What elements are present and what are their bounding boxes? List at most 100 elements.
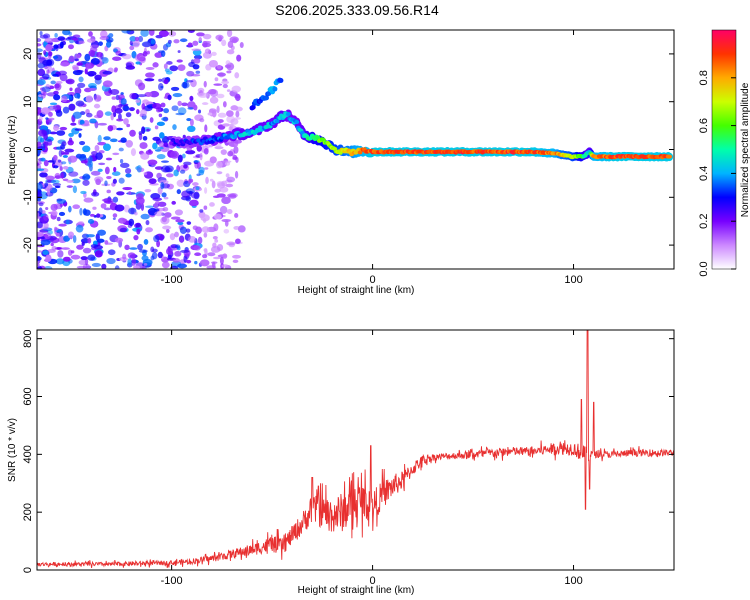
noise-blob bbox=[62, 256, 71, 262]
secondary-ridge-blob bbox=[278, 77, 284, 83]
noise-blob bbox=[194, 252, 202, 257]
noise-blob bbox=[43, 214, 49, 221]
noise-blob bbox=[50, 203, 58, 211]
noise-blob bbox=[45, 117, 49, 120]
noise-blob bbox=[60, 172, 64, 179]
noise-blob bbox=[54, 33, 58, 38]
noise-blob bbox=[123, 105, 130, 112]
noise-blob bbox=[186, 221, 192, 225]
noise-blob bbox=[233, 139, 242, 144]
noise-blob bbox=[140, 109, 148, 117]
noise-blob bbox=[65, 78, 75, 85]
noise-blob bbox=[185, 80, 194, 83]
noise-blob bbox=[46, 69, 50, 75]
noise-blob bbox=[37, 197, 42, 202]
noise-blob bbox=[104, 111, 112, 116]
noise-blob bbox=[97, 168, 103, 172]
noise-blob bbox=[214, 77, 219, 82]
noise-blob bbox=[227, 40, 234, 49]
noise-blob bbox=[119, 162, 130, 169]
noise-blob bbox=[49, 102, 58, 106]
noise-blob bbox=[141, 126, 146, 135]
noise-blob bbox=[79, 207, 83, 216]
noise-blob bbox=[216, 64, 222, 70]
noise-blob bbox=[122, 186, 133, 191]
noise-blob bbox=[98, 162, 106, 166]
noise-blob bbox=[196, 173, 201, 177]
noise-blob bbox=[91, 191, 100, 197]
noise-blob bbox=[235, 110, 240, 118]
noise-blob bbox=[160, 50, 166, 58]
noise-blob bbox=[204, 124, 208, 133]
noise-blob bbox=[232, 259, 239, 264]
noise-blob bbox=[174, 231, 179, 238]
noise-blob bbox=[233, 145, 239, 154]
noise-blob bbox=[81, 241, 85, 246]
noise-blob bbox=[129, 92, 137, 100]
noise-blob bbox=[37, 231, 45, 238]
noise-blob bbox=[49, 105, 54, 110]
noise-blob bbox=[78, 76, 84, 83]
noise-blob bbox=[154, 211, 164, 217]
noise-blob bbox=[155, 201, 160, 205]
noise-blob bbox=[138, 132, 143, 141]
noise-blob bbox=[194, 260, 198, 265]
noise-blob bbox=[102, 143, 111, 151]
noise-blob bbox=[196, 32, 205, 37]
noise-blob bbox=[60, 143, 66, 150]
noise-blob bbox=[212, 236, 218, 240]
noise-blob bbox=[47, 160, 55, 163]
noise-blob bbox=[172, 93, 183, 98]
noise-blob bbox=[112, 178, 117, 184]
noise-blob bbox=[235, 238, 241, 244]
noise-blob bbox=[114, 265, 120, 269]
noise-blob bbox=[61, 247, 70, 250]
noise-blob bbox=[58, 223, 67, 227]
noise-blob bbox=[94, 176, 104, 183]
noise-blob bbox=[114, 237, 124, 243]
spectrogram-xlabel: Height of straight line (km) bbox=[298, 285, 415, 296]
noise-blob bbox=[135, 222, 142, 228]
noise-blob bbox=[54, 226, 58, 232]
noise-blob bbox=[38, 129, 47, 137]
noise-blob bbox=[59, 203, 64, 208]
noise-blob bbox=[138, 35, 144, 43]
noise-blob bbox=[160, 182, 165, 190]
noise-blob bbox=[87, 71, 97, 77]
noise-blob bbox=[112, 56, 122, 61]
noise-blob bbox=[158, 30, 169, 37]
noise-blob bbox=[198, 166, 205, 174]
noise-blob bbox=[111, 171, 121, 176]
noise-blob bbox=[56, 198, 67, 204]
noise-blob bbox=[203, 205, 208, 210]
noise-blob bbox=[201, 102, 209, 106]
noise-blob bbox=[226, 209, 233, 215]
snr-ytick-label: 400 bbox=[22, 445, 34, 463]
noise-blob bbox=[141, 265, 146, 269]
noise-blob bbox=[208, 59, 218, 68]
noise-blob bbox=[51, 210, 58, 216]
noise-blob bbox=[38, 202, 44, 207]
noise-blob bbox=[87, 237, 92, 244]
noise-blob bbox=[203, 147, 209, 155]
ridge-core bbox=[274, 119, 280, 124]
noise-blob bbox=[192, 182, 199, 186]
noise-blob bbox=[121, 53, 132, 60]
noise-blob bbox=[226, 49, 235, 55]
noise-blob bbox=[37, 265, 42, 269]
noise-blob bbox=[125, 167, 132, 174]
noise-blob bbox=[187, 178, 192, 185]
noise-blob bbox=[181, 102, 188, 107]
noise-blob bbox=[67, 155, 78, 163]
noise-blob bbox=[156, 146, 164, 150]
noise-blob bbox=[86, 38, 96, 43]
noise-blob bbox=[96, 238, 105, 243]
ridge-core bbox=[294, 119, 300, 124]
noise-blob bbox=[145, 227, 154, 233]
noise-blob bbox=[38, 94, 42, 98]
noise-blob bbox=[94, 250, 103, 258]
noise-blob bbox=[107, 125, 114, 132]
noise-blob bbox=[193, 104, 198, 111]
noise-blob bbox=[183, 164, 188, 169]
